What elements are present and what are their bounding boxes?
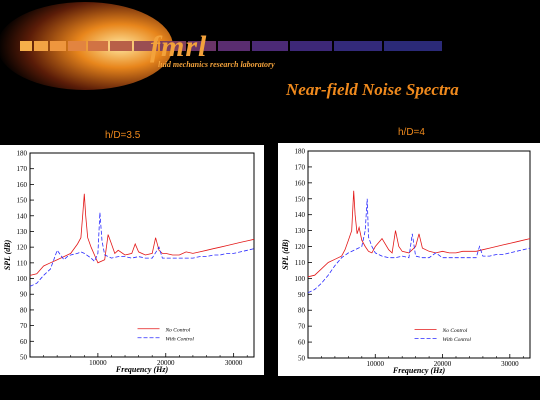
logo-band-block [68,41,86,51]
y-tick-label: 100 [295,275,306,283]
y-tick-label: 170 [17,165,28,173]
y-tick-label: 150 [17,197,28,205]
y-tick-label: 140 [295,211,306,219]
logo-band-block [290,41,332,51]
spectrum-chart-left: 50 60 70 80 90 100 110 120 130 140 150 160 170 180 100… [3,150,255,374]
y-tick-label: 110 [17,259,28,267]
logo-band-block [134,41,158,51]
panel-label-left: h/D=3.5 [105,130,141,141]
y-tick-label: 70 [20,322,28,330]
y-tick-label: 180 [17,150,28,158]
y-tick-label: 110 [295,259,306,267]
y-tick-label: 50 [298,355,306,363]
y-tick-label: 100 [17,275,28,283]
y-tick-label: 60 [20,338,28,346]
logo-band-block [188,41,216,51]
logo-band-block [20,41,32,51]
y-tick-label: 130 [17,228,28,236]
y-tick-label: 170 [295,163,306,171]
x-tick-label: 30000 [501,360,519,368]
y-tick-label: 60 [298,339,306,347]
logo-band-block [384,41,442,51]
x-axis-label: Frequency (Hz) [392,366,446,375]
y-tick-label: 80 [20,306,28,314]
y-axis-label: SPL (dB) [3,239,12,270]
y-tick-label: 160 [295,179,306,187]
x-tick-label: 10000 [367,360,385,368]
logo-band-block [50,41,66,51]
y-tick-label: 180 [295,148,306,156]
panel-label-right: h/D=4 [398,127,425,138]
y-tick-label: 80 [298,307,306,315]
series-line-with-control [29,212,255,287]
chart-panel-right: 50 60 70 80 90 100 110 120 130 140 150 160 170 180 100… [278,143,540,376]
logo-band-block [334,41,382,51]
x-tick-label: 30000 [225,359,243,367]
y-tick-label: 160 [17,181,28,189]
y-tick-label: 120 [295,243,306,251]
y-tick-label: 50 [20,354,28,362]
chart-panel-left: 50 60 70 80 90 100 110 120 130 140 150 160 170 180 100… [0,145,264,375]
plot-frame [307,150,531,359]
legend-label: No Control [442,328,468,334]
lab-name: luid mechanics research laboratory [158,60,275,69]
slide-title: Near-field Noise Spectra [286,80,459,99]
legend-label: With Control [166,336,195,342]
legend-label: With Control [443,337,472,343]
y-tick-label: 90 [20,291,28,299]
y-axis-label: SPL (dB) [281,239,290,270]
logo-band-block [88,41,108,51]
logo-glow [0,2,173,90]
logo-band-block [34,41,48,51]
logo-band-block [160,41,186,51]
y-tick-label: 150 [295,195,306,203]
legend-label: No Control [165,327,191,333]
series-line-with-control [307,198,531,294]
logo-band-block [218,41,250,51]
logo-band-block [252,41,288,51]
y-tick-label: 140 [17,212,28,220]
y-tick-label: 70 [298,323,306,331]
banner-graphic [0,2,442,90]
x-tick-label: 10000 [89,359,107,367]
x-tick-label: 20000 [157,359,175,367]
series-line-no-control [29,193,255,276]
y-tick-label: 130 [295,227,306,235]
plot-frame [29,152,255,358]
logo-band-block [110,41,132,51]
spectrum-chart-right: 50 60 70 80 90 100 110 120 130 140 150 160 170 180 100… [281,148,531,375]
x-tick-label: 20000 [434,360,452,368]
x-axis-label: Frequency (Hz) [115,365,169,374]
y-tick-label: 120 [17,244,28,252]
logo-text: fmrl [150,30,208,63]
y-tick-label: 90 [298,291,306,299]
series-line-no-control [307,190,531,278]
